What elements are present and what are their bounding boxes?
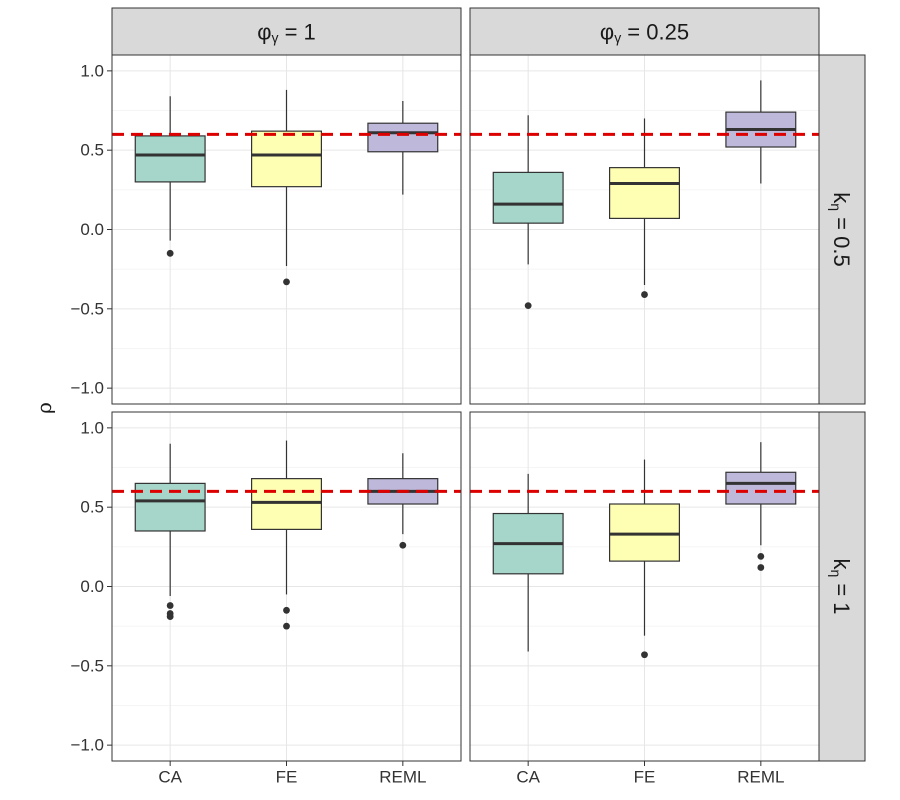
y-tick-label: 0.0 <box>80 220 104 239</box>
panel-r2-c1-box-ca-outlier <box>166 602 174 609</box>
y-tick-label: 1.0 <box>80 418 104 437</box>
panel-r2-c1-box-reml-outlier <box>399 541 407 549</box>
panel-r1-c2-box-fe <box>608 167 680 219</box>
panel-r2-c2-box-reml-outlier <box>757 564 765 571</box>
panel-r1-c1-box-ca <box>134 135 206 183</box>
panel-r2-c2-box-fe <box>608 503 680 562</box>
column-strip-label-2: φγ = 0.25 <box>600 19 689 46</box>
y-tick-label: 0.5 <box>80 498 104 517</box>
panel-r1-c2-box-ca <box>492 171 564 224</box>
column-strip-2 <box>469 7 820 56</box>
y-axis-label: ρ <box>32 402 56 414</box>
y-tick-label: 0.5 <box>80 141 104 160</box>
panel-r2-c1-box-fe-outlier <box>283 606 290 614</box>
row-strip-label-1: kη = 0.5 <box>828 192 855 266</box>
panel-r1-c1-box-fe-outlier <box>283 278 290 286</box>
y-tick-label: −1.0 <box>70 736 104 755</box>
panel-r2-c2-box-reml <box>725 471 797 505</box>
panel-r1-c2-box-ca-outlier <box>524 302 532 310</box>
row-strip-label-2: kη = 1 <box>828 558 855 614</box>
y-tick-label: 0.0 <box>80 577 104 596</box>
panel-r2-c2-box-fe-outlier <box>641 651 648 659</box>
y-tick-label: −0.5 <box>70 656 104 675</box>
x-tick-label: CA <box>516 768 540 787</box>
column-strip-label-1: φγ = 1 <box>257 19 316 46</box>
x-tick-label: FE <box>276 768 298 787</box>
x-tick-label: REML <box>379 768 426 787</box>
row-strip-1 <box>818 54 866 405</box>
y-tick-label: −0.5 <box>70 299 104 318</box>
x-tick-label: REML <box>737 768 784 787</box>
column-strip-1 <box>111 7 462 56</box>
panel-r1-c1-box-ca-outlier <box>166 249 174 257</box>
panel-r1-c2-box-fe-outlier <box>641 291 648 298</box>
panel-r2-c1-box-fe-outlier <box>283 622 290 630</box>
x-tick-label: CA <box>158 768 182 787</box>
y-tick-label: −1.0 <box>70 379 104 398</box>
panel-r2-c2-box-reml-outlier <box>757 552 765 560</box>
panel-r2-c1-box-ca-outlier <box>166 613 174 621</box>
panel-r1-c1-box-reml <box>367 122 439 153</box>
panel-r1-c1-box-fe <box>251 130 323 188</box>
x-tick-label: FE <box>634 768 656 787</box>
panel-r2-c1-box-fe <box>251 478 323 530</box>
row-strip-2 <box>818 411 866 762</box>
y-tick-label: 1.0 <box>80 61 104 80</box>
